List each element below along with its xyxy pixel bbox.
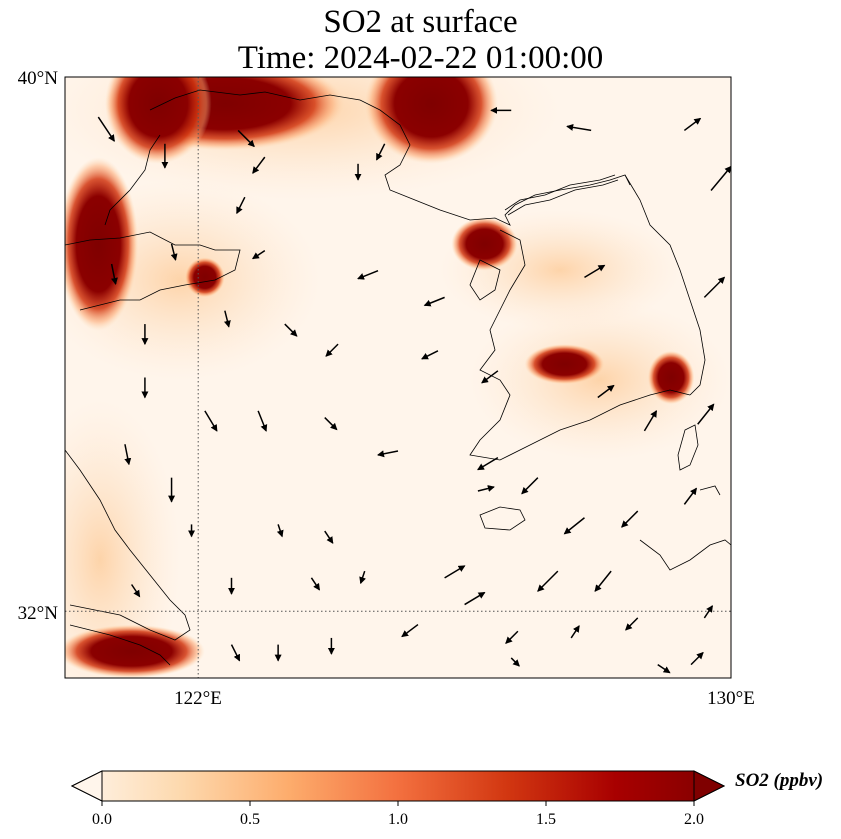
wind-arrow <box>621 510 639 528</box>
wind-arrow <box>683 117 702 132</box>
wind-arrow <box>703 605 713 619</box>
so2-hotspot <box>364 77 498 164</box>
wind-arrow <box>584 264 606 278</box>
wind-arrow <box>237 129 255 148</box>
wind-arrow <box>477 485 495 492</box>
x-tick-label: 130°E <box>707 688 755 709</box>
wind-arrow <box>357 269 379 280</box>
wind-arrow <box>423 296 445 307</box>
wind-arrow <box>570 625 580 639</box>
wind-arrow <box>683 487 697 505</box>
colorbar-extend-max <box>693 770 726 802</box>
so2-hotspot <box>104 77 212 164</box>
wind-arrow <box>284 323 298 337</box>
wind-arrow <box>464 591 486 606</box>
wind-arrow <box>594 570 612 592</box>
wind-arrow <box>376 143 386 161</box>
wind-arrow <box>223 310 231 328</box>
colorbar-extend-min <box>70 770 103 802</box>
wind-arrow <box>566 123 592 132</box>
map-title: SO2 at surface <box>323 4 518 40</box>
wind-arrow <box>170 243 178 261</box>
so2-hotspot <box>524 344 605 385</box>
axis-ticks: 40°N 32°N 122°E 130°E <box>18 68 755 709</box>
wind-arrow <box>377 450 399 458</box>
wind-arrow <box>251 249 266 260</box>
wind-arrow <box>204 410 218 432</box>
map-panel <box>65 77 731 678</box>
wind-arrow <box>703 276 726 298</box>
wind-arrow <box>477 456 499 471</box>
wind-arrow <box>276 524 284 538</box>
colorbar-label: SO2 (ppbv) <box>735 770 824 791</box>
y-tick-label: 40°N <box>18 68 59 89</box>
wind-arrow <box>537 570 559 592</box>
colorbar-tick-label: 2.0 <box>684 811 704 828</box>
wind-arrow <box>505 630 519 644</box>
wind-arrow <box>697 403 715 425</box>
wind-arrow <box>325 343 339 357</box>
colorbar-tick-label: 1.0 <box>388 811 408 828</box>
wind-arrow <box>124 444 132 466</box>
wind-arrow <box>710 165 731 192</box>
wind-arrow <box>324 417 338 431</box>
wind-arrow <box>252 156 266 174</box>
gridlines <box>65 77 731 678</box>
so2-hotspot <box>647 350 695 405</box>
y-tick-label: 32°N <box>18 603 59 624</box>
wind-arrow <box>597 384 615 399</box>
wind-arrow <box>563 517 585 535</box>
wind-vectors <box>97 106 731 674</box>
colorbar-tick-label: 1.5 <box>536 811 556 828</box>
wind-arrow <box>625 617 639 631</box>
wind-arrow <box>481 370 499 384</box>
wind-arrow <box>421 350 439 360</box>
wind-arrow <box>257 410 268 432</box>
coastlines <box>65 89 731 666</box>
x-tick-label: 122°E <box>174 688 222 709</box>
wind-arrow <box>130 584 141 598</box>
wind-arrow <box>401 623 419 638</box>
wind-arrow <box>236 196 246 215</box>
colorbar-bar <box>70 770 726 802</box>
map-subtitle-time: Time: 2024-02-22 01:00:00 <box>237 40 604 76</box>
wind-arrow <box>657 664 671 674</box>
so2-hotspot <box>184 257 225 298</box>
wind-arrow <box>521 477 539 495</box>
wind-arrow <box>310 577 321 591</box>
map-frame <box>64 76 732 679</box>
wind-arrow <box>444 565 466 579</box>
colorbar-ticks: 0.0 0.5 1.0 1.5 2.0 <box>92 801 704 828</box>
wind-arrow <box>510 657 520 667</box>
wind-arrow <box>324 530 334 544</box>
wind-arrow <box>110 263 118 285</box>
wind-arrow <box>97 116 115 142</box>
wind-arrow <box>643 410 658 432</box>
wind-arrow <box>230 644 241 662</box>
colorbar-tick-label: 0.5 <box>240 811 260 828</box>
wind-arrow <box>359 570 366 585</box>
colorbar-tick-label: 0.0 <box>92 811 112 828</box>
wind-arrow <box>690 651 704 666</box>
